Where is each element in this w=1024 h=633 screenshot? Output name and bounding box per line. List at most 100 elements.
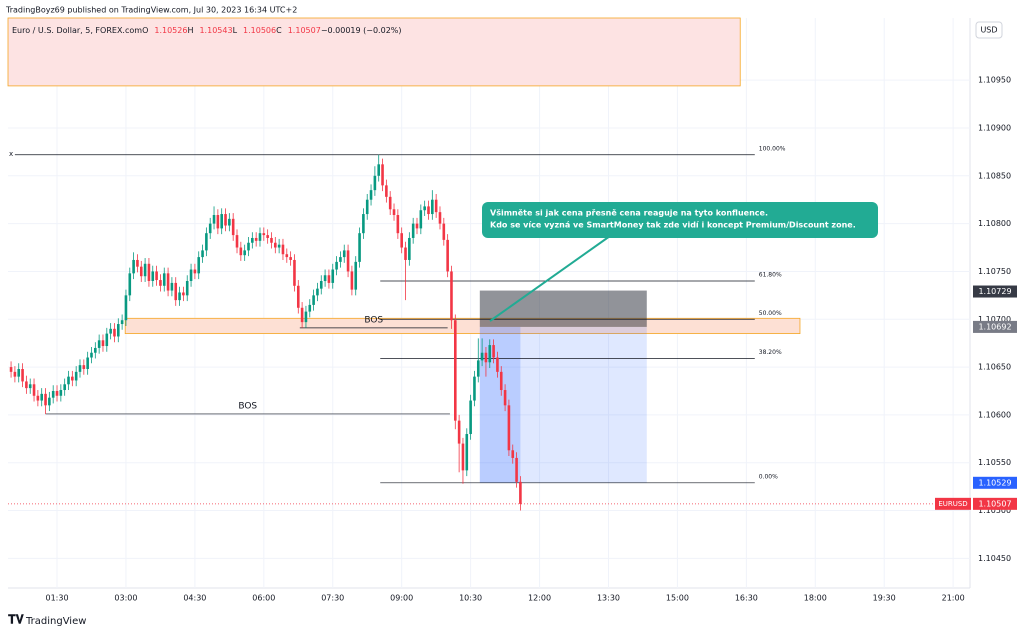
candle-body [277, 244, 281, 248]
candle-body [231, 218, 235, 236]
legend-item: H [187, 26, 193, 35]
x-tick-label: 06:00 [252, 594, 275, 603]
x-tick-label: 01:30 [45, 594, 68, 603]
candle-body [109, 328, 112, 334]
candle-body [197, 257, 201, 274]
footer-brand: TradingView [25, 616, 86, 627]
candle-body [113, 328, 116, 337]
candle-body [189, 269, 193, 282]
candle-body [74, 371, 78, 381]
candle-body [67, 376, 70, 385]
candle-body [13, 371, 17, 377]
symbol-tag-text: EURUSD [938, 500, 967, 508]
candle-body [201, 250, 204, 258]
candle-body [224, 214, 227, 226]
candle-body [216, 215, 220, 229]
legend-item: −0.00019 (−0.02%) [321, 26, 402, 35]
currency-label[interactable]: USD [980, 26, 997, 35]
candle-body [369, 190, 373, 200]
y-tick-label: 1.10600 [978, 410, 1011, 419]
candle-body [316, 288, 319, 296]
annotation-box [482, 202, 878, 238]
candle-body [55, 390, 59, 396]
candle-body [44, 393, 47, 406]
candle-body [208, 223, 212, 234]
y-tick-label: 1.10500 [978, 506, 1011, 515]
candle-body [82, 365, 86, 369]
candle-body [17, 368, 21, 377]
candle-body [373, 175, 377, 191]
fib-label: 38.20% [759, 349, 782, 356]
candle-body [423, 206, 426, 211]
candle-body [446, 239, 449, 272]
candle-body [136, 259, 139, 267]
candle-body [132, 259, 135, 274]
candle-body [9, 367, 13, 372]
x-tick-label: 13:30 [597, 594, 620, 603]
candle-body [243, 250, 246, 256]
candle-body [442, 223, 446, 240]
price-tag-text: 1.10529 [978, 478, 1011, 487]
candle-body [419, 210, 423, 229]
candle-body [120, 320, 124, 325]
candle-body [185, 281, 189, 296]
candle-body [254, 237, 258, 241]
candle-body [178, 292, 181, 301]
candle-body [212, 215, 216, 224]
target-zone [479, 326, 647, 483]
candle-body [385, 185, 388, 197]
legend-item: Euro / U.S. Dollar, 5, FOREX.com [12, 26, 142, 35]
candle-body [431, 199, 434, 215]
candle-body [346, 250, 350, 272]
legend-item: 1.10526 [154, 26, 187, 35]
candle-body [78, 365, 82, 372]
price-tag [973, 476, 1017, 489]
x-tick-label: 21:00 [942, 594, 965, 603]
candle-body [63, 384, 66, 391]
candle-body [220, 214, 223, 229]
candle-body [511, 450, 515, 458]
candle-body [116, 324, 120, 337]
x-tick-label: 09:00 [390, 594, 413, 603]
candle-body [465, 434, 469, 471]
candle-body [262, 233, 266, 236]
candle-body [281, 244, 285, 255]
publish-header: TradingBoyz69 published on TradingView.c… [5, 6, 297, 15]
candle-body [59, 390, 63, 396]
candle-body [105, 333, 109, 347]
candle-body [151, 271, 155, 282]
candle-body [354, 261, 358, 290]
candle-body [193, 269, 197, 274]
candle-body [239, 247, 243, 256]
y-tick-label: 1.10650 [978, 363, 1011, 372]
candle-body [400, 233, 403, 248]
y-tick-label: 1.10850 [978, 171, 1011, 180]
candle-body [285, 254, 289, 258]
candle-body [480, 352, 484, 361]
candle-body [97, 340, 101, 348]
price-tag [973, 285, 1017, 298]
candle-body [507, 405, 511, 451]
legend-item: 1.10543 [199, 26, 232, 35]
candle-body [86, 357, 89, 369]
candle-body [308, 304, 312, 312]
x-tick-label: 19:30 [873, 594, 896, 603]
candle-body [450, 271, 453, 321]
candle-body [71, 376, 74, 381]
candle-body [128, 273, 132, 296]
candle-body [499, 371, 503, 391]
candle-body [396, 215, 400, 234]
annotation-pointer [489, 235, 611, 322]
candle-body [251, 237, 254, 243]
bos-label: BOS [364, 315, 383, 325]
candle-body [143, 263, 147, 277]
currency-button[interactable] [975, 21, 1003, 39]
zone [124, 317, 801, 335]
candle-body [289, 257, 292, 260]
x-tick-label: 07:30 [321, 594, 344, 603]
legend-item: L [233, 26, 238, 35]
candle-body [469, 400, 472, 435]
candle-body [377, 164, 381, 176]
legend-item: O [142, 26, 148, 35]
candle-body [270, 237, 273, 243]
